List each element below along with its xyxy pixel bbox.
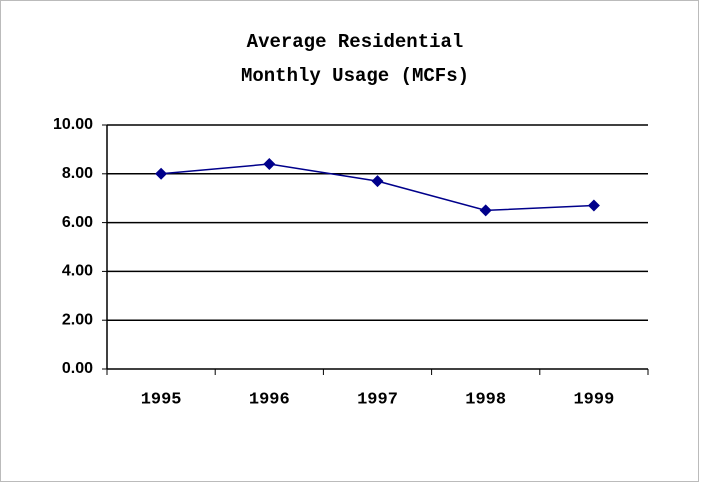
y-tick-label: 10.00 [53,116,93,133]
y-tick-label: 4.00 [62,263,93,280]
y-tick-label: 0.00 [62,360,93,377]
y-tick-label: 2.00 [62,311,93,328]
data-point [155,167,168,180]
x-tick-label: 1997 [357,390,398,409]
data-point [263,158,276,171]
data-point [587,199,600,212]
chart-title: Monthly Usage (MCFs) [241,65,469,87]
data-point [371,175,384,188]
chart-title: Average Residential [247,31,464,53]
x-tick-label: 1996 [249,390,290,409]
y-tick-label: 6.00 [62,214,93,231]
x-tick-label: 1998 [465,390,506,409]
y-tick-label: 8.00 [62,165,93,182]
x-tick-label: 1999 [573,390,614,409]
x-tick-label: 1995 [141,390,182,409]
data-point [479,204,492,217]
